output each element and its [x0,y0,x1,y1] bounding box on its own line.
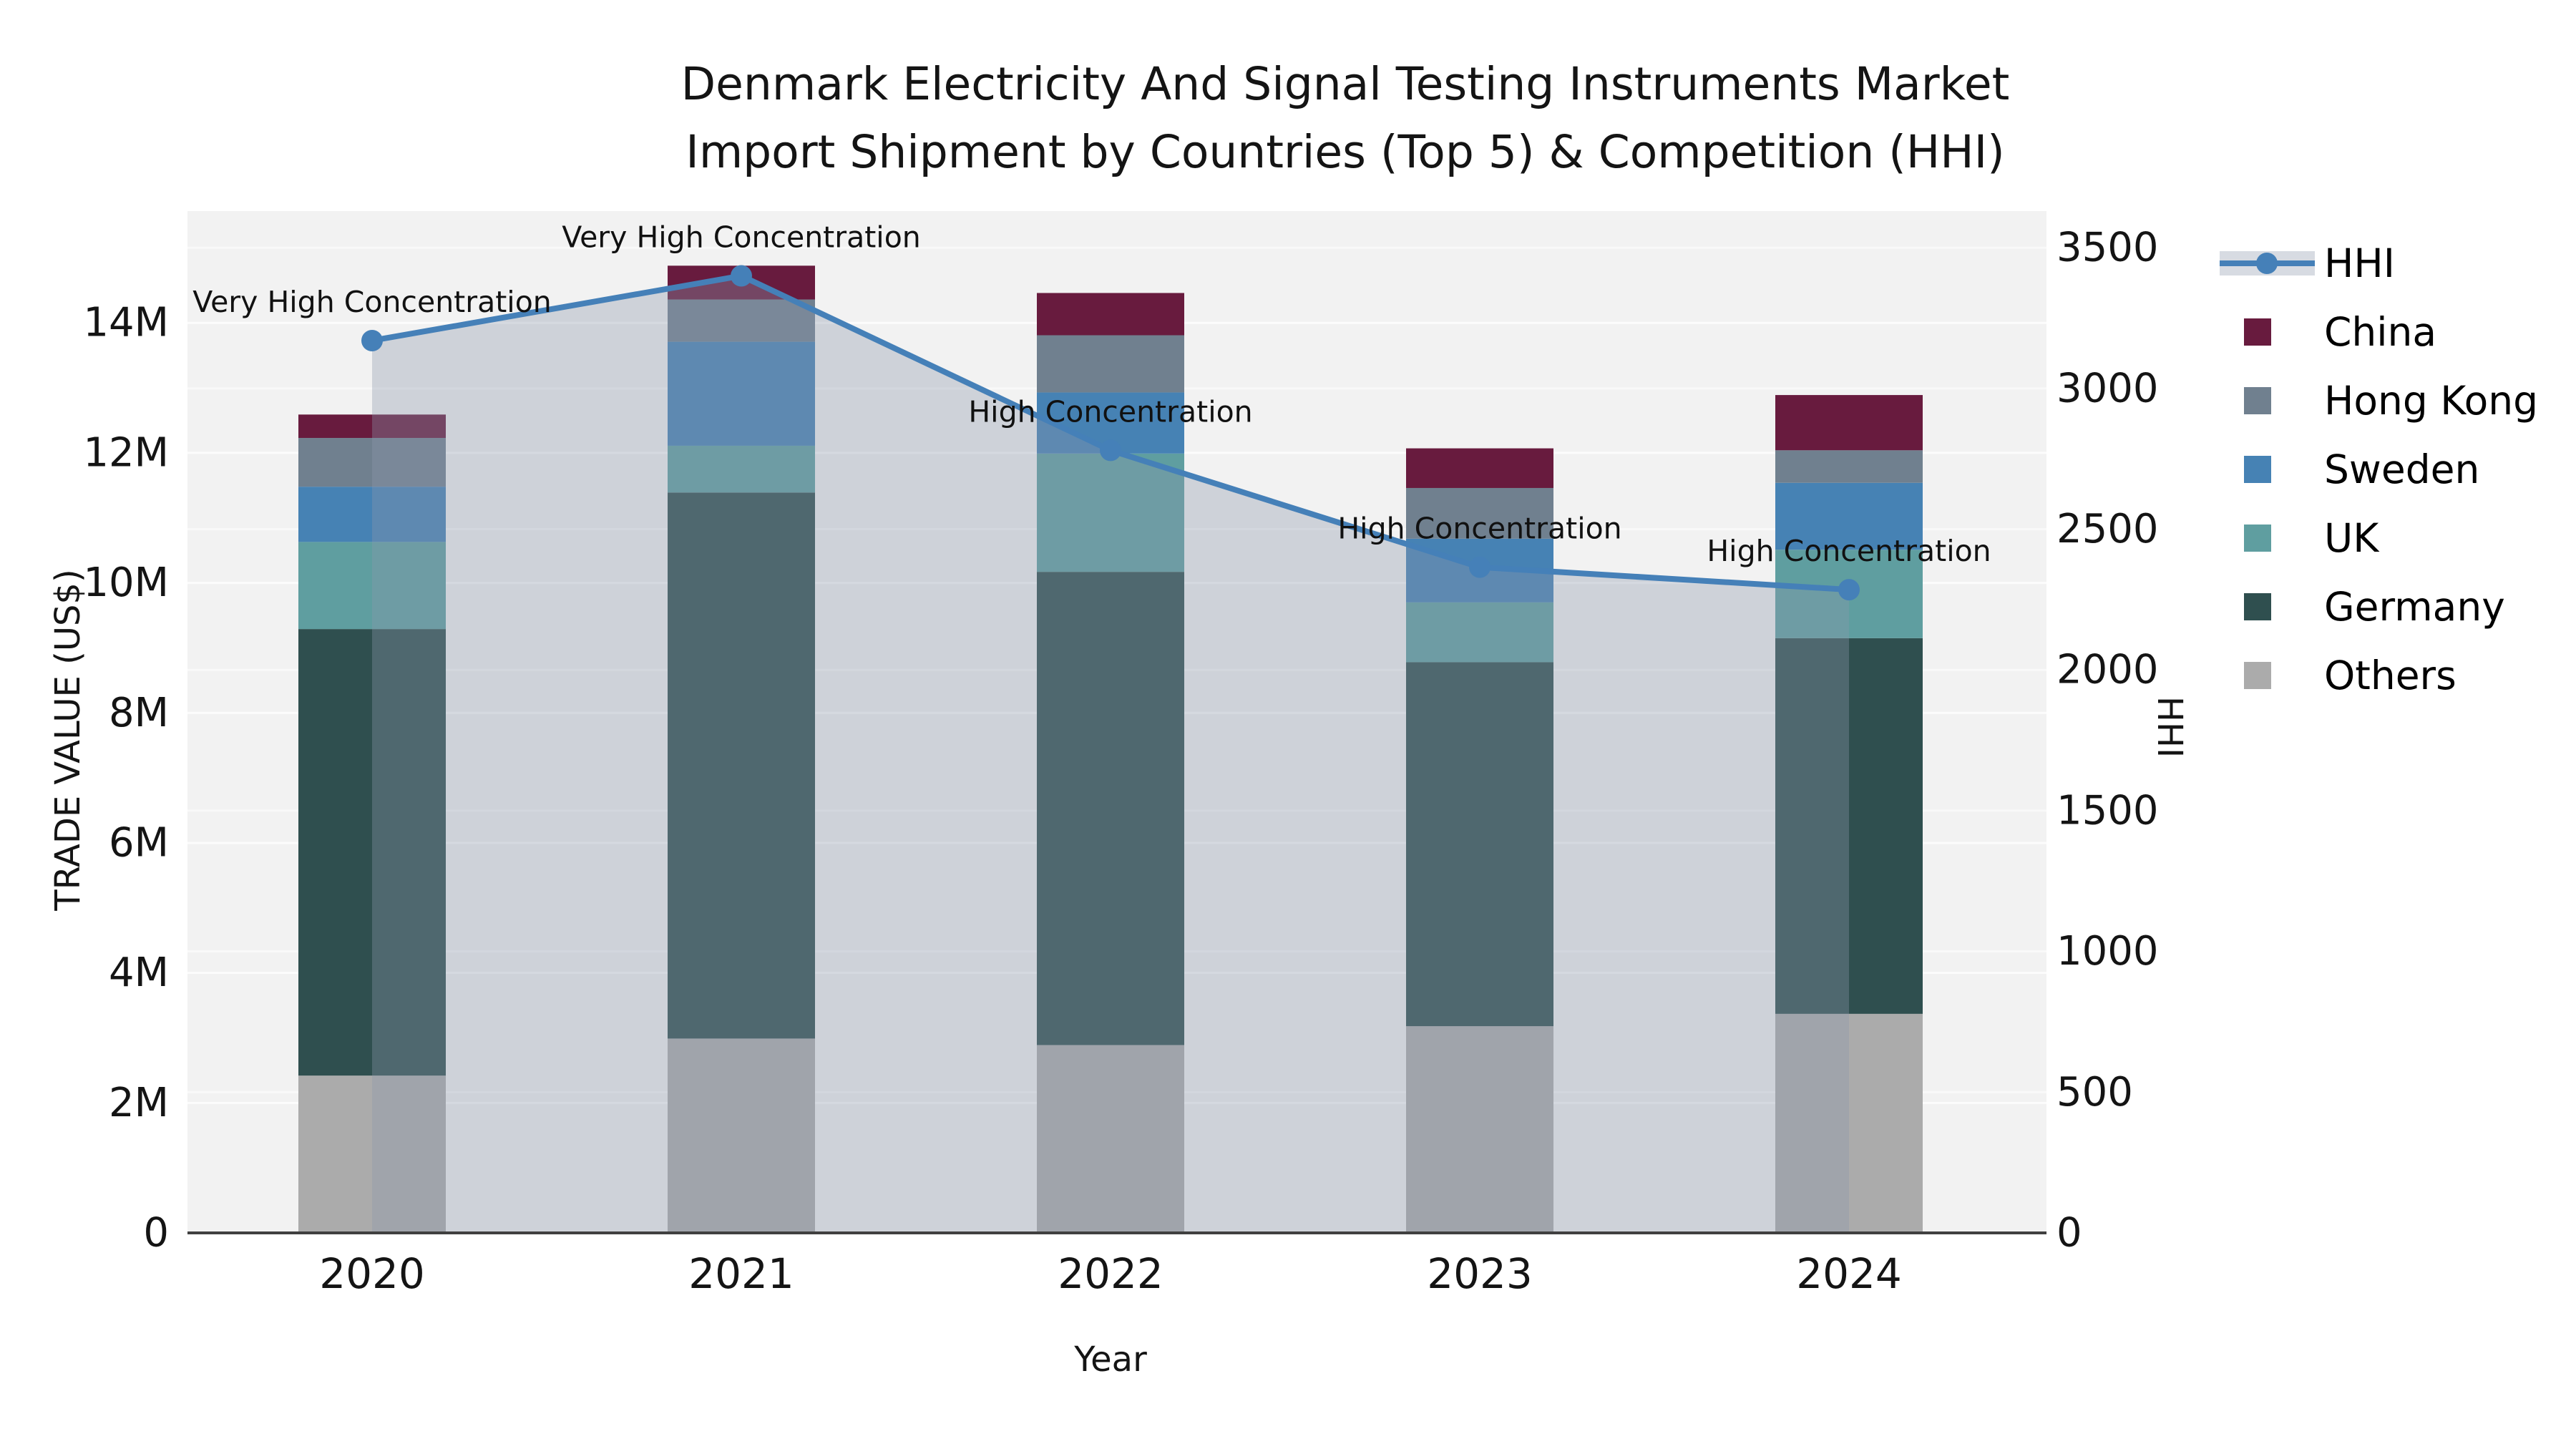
swatch-color [2244,456,2271,483]
tick-label-x-2022: 2022 [1058,1249,1163,1298]
swatch-color [2244,387,2271,414]
hhi-marker-2023 [1469,556,1491,578]
bar-segment-germany-2020 [298,629,446,1076]
annotation-2022: High Concentration [968,394,1252,429]
legend-label: Germany [2324,584,2505,630]
bar-segment-others-2022 [1037,1045,1184,1233]
tick-label-x-2023: 2023 [1427,1249,1533,1298]
bar-segment-hong-kong-2021 [668,299,815,342]
tick-label-left-2M: 2M [109,1080,169,1126]
tick-label-x-2024: 2024 [1796,1249,1902,1298]
legend-label: Hong Kong [2324,378,2539,424]
bar-segment-germany-2021 [668,492,815,1039]
bar-segment-sweden-2020 [298,487,446,542]
hhi-marker-2024 [1838,579,1860,601]
legend: HHI China Hong Kong Sweden UK Germany Others [2218,229,2538,710]
swatch-color [2244,662,2271,689]
swatch-color [2244,525,2271,552]
bar-segment-sweden-2021 [668,341,815,446]
hhi-marker-2020 [361,329,383,351]
legend-item-hhi: HHI [2218,229,2538,298]
bar-segment-hong-kong-2022 [1037,335,1184,393]
bar-segment-china-2022 [1037,293,1184,336]
y-axis-title-right: HHI [2150,696,2190,758]
tick-label-left-0: 0 [143,1210,169,1257]
tick-label-right-2500: 2500 [2057,506,2159,552]
bar-segment-china-2024 [1775,395,1923,451]
bar-segment-hong-kong-2020 [298,438,446,487]
legend-swatch-hong-kong [2218,366,2324,435]
legend-item-hong-kong: Hong Kong [2218,366,2538,435]
bar-segment-others-2023 [1406,1026,1553,1233]
bar-segment-china-2020 [298,414,446,439]
legend-label: Others [2324,653,2457,698]
tick-label-left-14M: 14M [83,300,169,346]
bar-segment-uk-2020 [298,542,446,630]
legend-swatch-germany [2218,572,2324,641]
bar-segment-hong-kong-2024 [1775,450,1923,483]
legend-swatch-others [2218,641,2324,710]
legend-item-others: Others [2218,641,2538,710]
legend-item-germany: Germany [2218,572,2538,641]
legend-swatch-china [2218,298,2324,366]
bar-segment-hong-kong-2023 [1406,487,1553,539]
hhi-area [372,275,1849,1233]
tick-label-left-10M: 10M [83,560,169,606]
tick-label-right-3000: 3000 [2057,365,2159,411]
bar-segment-germany-2023 [1406,662,1553,1027]
hhi-marker-2022 [1100,439,1121,462]
annotation-2023: High Concentration [1337,512,1621,546]
legend-label: UK [2324,515,2379,561]
legend-swatch-uk [2218,504,2324,572]
annotation-2024: High Concentration [1707,534,1991,568]
swatch-color [2244,318,2271,346]
tick-label-right-3500: 3500 [2057,225,2159,271]
legend-swatch-sweden [2218,435,2324,504]
bar-segment-uk-2023 [1406,602,1553,663]
hhi-marker-2021 [731,265,752,287]
legend-line-sample [2218,229,2324,298]
bar-segment-uk-2021 [668,445,815,493]
legend-item-uk: UK [2218,504,2538,572]
tick-label-left-8M: 8M [109,690,169,736]
tick-label-x-2020: 2020 [319,1249,425,1298]
bar-segment-others-2024 [1775,1013,1923,1233]
legend-label: HHI [2324,240,2395,286]
chart-title-line1: Denmark Electricity And Signal Testing I… [680,58,2010,110]
y-axis-title-left: TRADE VALUE (US$) [48,569,88,911]
legend-item-sweden: Sweden [2218,435,2538,504]
bar-segment-uk-2022 [1037,453,1184,572]
annotation-2021: Very High Concentration [562,220,921,254]
tick-label-left-12M: 12M [83,429,169,476]
bar-segment-germany-2024 [1775,638,1923,1014]
bar-segment-others-2021 [668,1038,815,1233]
legend-item-china: China [2218,298,2538,366]
x-axis-title: Year [1074,1340,1147,1380]
legend-label: China [2324,309,2437,355]
tick-label-right-1000: 1000 [2057,928,2159,975]
tick-label-right-0: 0 [2057,1210,2082,1257]
tick-label-x-2021: 2021 [688,1249,794,1298]
bar-segment-germany-2022 [1037,572,1184,1045]
tick-label-right-500: 500 [2057,1069,2133,1116]
legend-dot-icon [2256,253,2278,274]
bar-segment-sweden-2024 [1775,482,1923,550]
bar-segment-others-2020 [298,1075,446,1233]
annotation-2020: Very High Concentration [192,285,552,319]
chart-title-line2: Import Shipment by Countries (Top 5) & C… [686,126,2005,178]
chart-title: Denmark Electricity And Signal Testing I… [644,50,2046,186]
legend-label: Sweden [2324,447,2480,492]
swatch-color [2244,593,2271,620]
bar-segment-china-2023 [1406,448,1553,488]
tick-label-left-6M: 6M [109,819,169,866]
tick-label-left-4M: 4M [109,950,169,996]
tick-label-right-1500: 1500 [2057,787,2159,834]
tick-label-right-2000: 2000 [2057,647,2159,693]
